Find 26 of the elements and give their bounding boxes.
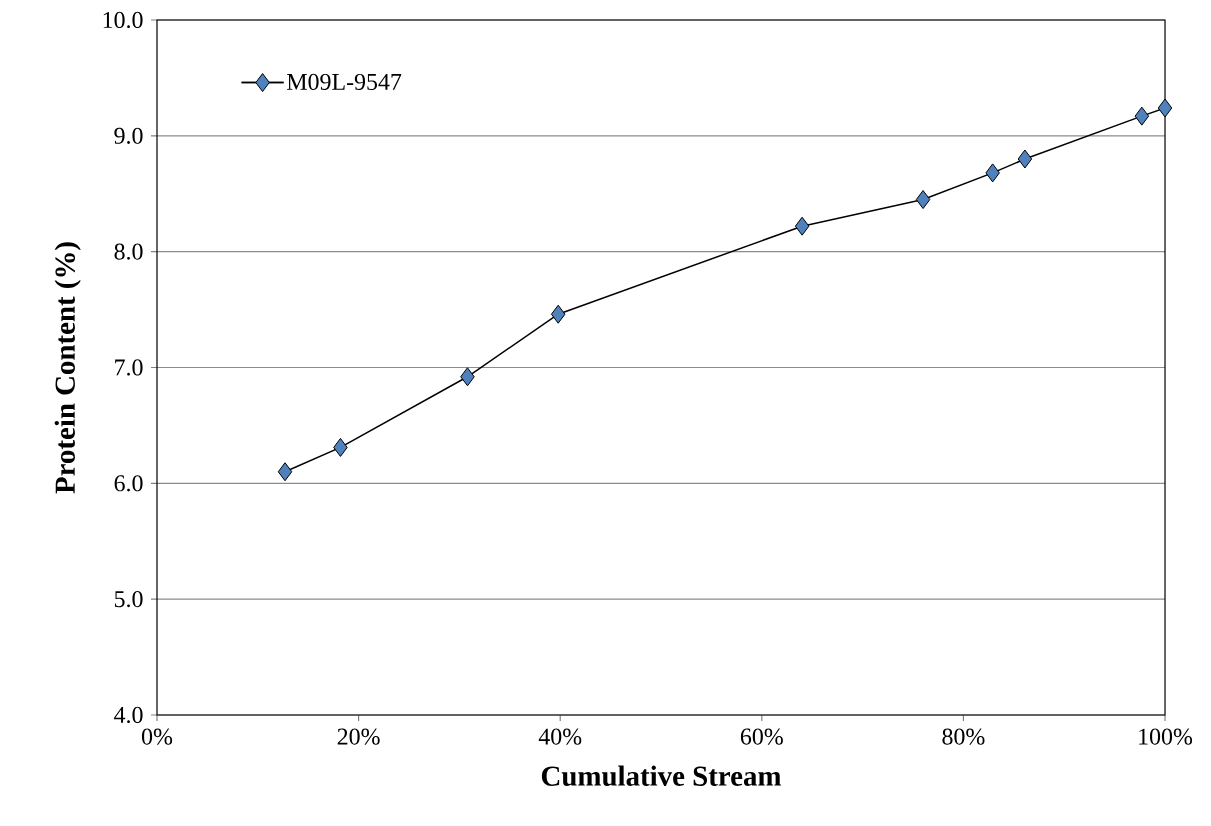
x-tick-label: 0% — [141, 728, 173, 745]
point — [985, 163, 1000, 183]
y-tick-label: 8.0 — [114, 243, 143, 260]
x-tick-label: 100% — [1139, 728, 1193, 745]
point — [1017, 149, 1033, 169]
y-tick-label: 7.0 — [115, 359, 143, 376]
x-tick-label: 20% — [337, 728, 380, 745]
y-tick-label: 4.0 — [114, 706, 143, 724]
y-axis-title: Protein Content (%) — [54, 242, 81, 494]
x-tick-label: 40% — [538, 728, 582, 745]
legend-label: M09L-9547 — [287, 73, 402, 90]
point — [550, 304, 566, 324]
point — [915, 190, 931, 210]
point — [1157, 98, 1173, 118]
y-tick-label: 5.0 — [114, 591, 143, 608]
x-axis-title: Cumulative Stream — [541, 765, 782, 786]
point — [277, 462, 293, 482]
x-tick-label: 60% — [740, 728, 783, 745]
point — [460, 367, 475, 387]
x-tick-label: 80% — [942, 728, 985, 745]
y-tick-label: 9.0 — [114, 127, 143, 144]
point — [333, 437, 348, 457]
y-tick-label: 10.0 — [103, 11, 143, 29]
y-tick-label: 6.0 — [114, 475, 143, 492]
point — [1134, 106, 1150, 126]
point — [794, 216, 810, 236]
